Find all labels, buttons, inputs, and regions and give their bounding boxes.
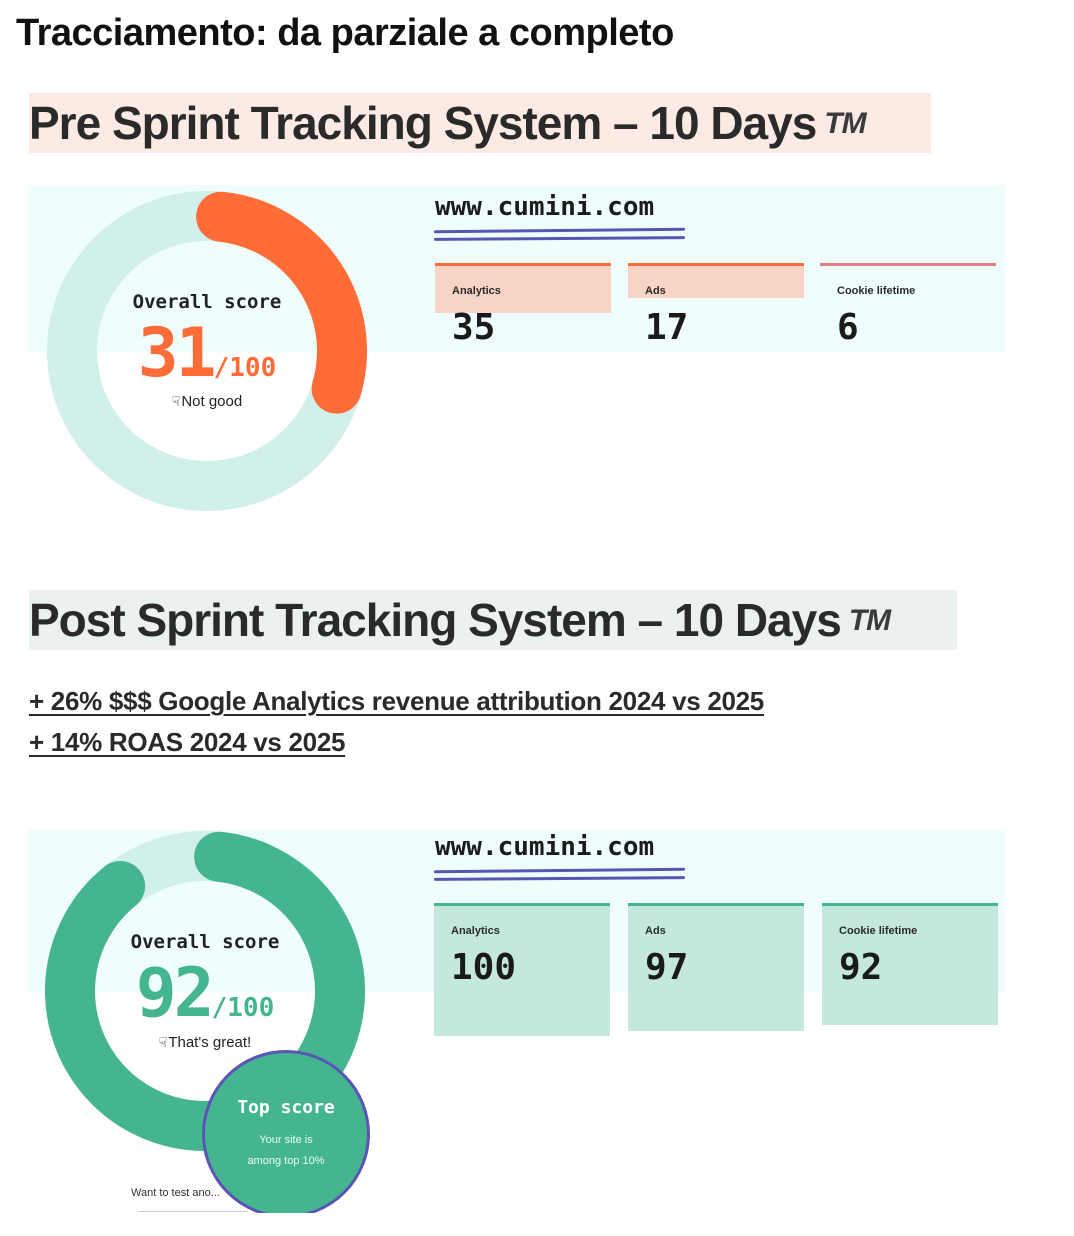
metric-value: 17: [645, 307, 689, 348]
overall-score-label: Overall score: [130, 931, 280, 953]
metric-fill: [628, 903, 804, 1031]
trademark-mark: TM: [848, 604, 891, 637]
verdict-text: Not good: [181, 393, 243, 410]
verdict-text: That's great!: [168, 1034, 252, 1051]
site-url: www.cumini.com: [435, 192, 655, 222]
top-score-badge: Top score Your site is among top 10%: [202, 1050, 370, 1218]
metric-fill: [822, 903, 998, 1025]
pointing-hand-icon: ☟: [158, 1034, 168, 1050]
score-max: /100: [211, 993, 275, 1023]
metric-fill: [628, 263, 804, 298]
metric-ads: Ads 17: [628, 263, 804, 353]
metric-topline: [435, 263, 611, 266]
metric-analytics: Analytics 100: [434, 903, 610, 1036]
top-score-desc: Your site is among top 10%: [205, 1130, 367, 1172]
metric-value: 35: [452, 307, 496, 348]
metric-value: 6: [837, 307, 859, 348]
score-verdict: ☟Not good: [47, 393, 367, 410]
overall-score-value: 92/100: [45, 954, 365, 1033]
page-title: Tracciamento: da parziale a completo: [16, 12, 674, 54]
metric-ads: Ads 97: [628, 903, 804, 1031]
score-verdict: ☟That's great!: [45, 1034, 365, 1051]
metric-label: Analytics: [452, 285, 501, 297]
pointing-hand-icon: ☟: [171, 393, 181, 409]
score-number: 31: [137, 314, 217, 393]
metric-value: 100: [451, 947, 517, 988]
metric-fill: [434, 903, 610, 1036]
metric-cookie-lifetime: Cookie lifetime 6: [820, 263, 996, 353]
metric-topline: [822, 903, 998, 906]
score-max: /100: [213, 353, 277, 383]
highlight-link-roas[interactable]: + 14% ROAS 2024 vs 2025: [29, 727, 346, 757]
metric-label: Ads: [645, 925, 666, 937]
metric-topline: [628, 903, 804, 906]
metric-fill: [435, 263, 611, 313]
top-score-title: Top score: [237, 1097, 335, 1118]
top-score-line2: among top 10%: [247, 1155, 325, 1167]
score-number: 92: [135, 954, 215, 1033]
site-url: www.cumini.com: [435, 832, 655, 862]
metric-label: Ads: [645, 285, 666, 297]
input-underline: [138, 1211, 248, 1212]
pre-overall-score-gauge: Overall score 31/100 ☟Not good: [47, 190, 367, 512]
top-score-line1: Your site is: [259, 1134, 313, 1146]
pre-sprint-heading-text: Pre Sprint Tracking System – 10 Days: [29, 97, 817, 149]
overall-score-value: 31/100: [47, 314, 367, 393]
metric-label: Analytics: [451, 925, 500, 937]
post-sprint-heading-text: Post Sprint Tracking System – 10 Days: [29, 594, 842, 646]
metric-topline: [820, 263, 996, 266]
metric-value: 97: [645, 947, 689, 988]
metric-cookie-lifetime: Cookie lifetime 92: [822, 903, 998, 1025]
metric-label: Cookie lifetime: [839, 925, 918, 937]
metric-topline: [434, 903, 610, 906]
pre-sprint-heading: Pre Sprint Tracking System – 10 Days TM: [29, 93, 931, 153]
gauge-ring-icon: [47, 191, 367, 511]
image-crop-edge: [0, 1213, 1074, 1236]
metric-value: 92: [839, 947, 883, 988]
trademark-mark: TM: [824, 107, 866, 140]
highlight-link-revenue[interactable]: + 26% $$$ Google Analytics revenue attri…: [29, 686, 764, 716]
test-another-prompt: Want to test ano...: [131, 1187, 220, 1199]
metric-analytics: Analytics 35: [435, 263, 611, 353]
metric-label: Cookie lifetime: [837, 285, 916, 297]
metric-topline: [628, 263, 804, 266]
post-sprint-heading: Post Sprint Tracking System – 10 Days TM: [29, 590, 957, 650]
overall-score-label: Overall score: [132, 291, 282, 313]
